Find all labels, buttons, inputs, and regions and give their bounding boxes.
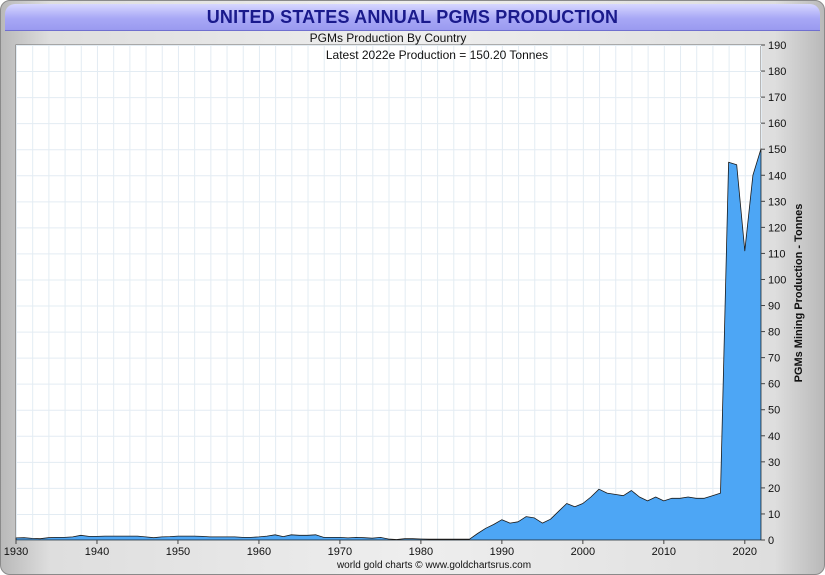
production-area (15, 148, 762, 541)
y-tick-label: 190 (768, 40, 786, 52)
x-tick-label: 1970 (328, 546, 352, 558)
x-axis: 1930 1940 1950 1960 1970 1980 1990 2000 2010 2020 (4, 540, 757, 558)
y-tick-label: 0 (768, 535, 774, 547)
y-tick-label: 20 (768, 483, 780, 495)
y-axis: 0 10 20 30 40 50 60 70 80 90 100 110 120 130 140 150 160… (761, 40, 786, 547)
x-tick-label: 1930 (4, 546, 28, 558)
y-tick-label: 160 (768, 118, 786, 130)
x-tick-label: 1990 (490, 546, 514, 558)
footer-credit: world gold charts © www.goldchartsrus.co… (336, 560, 531, 571)
y-tick-label: 130 (768, 196, 786, 208)
x-tick-label: 2000 (571, 546, 595, 558)
y-tick-label: 50 (768, 405, 780, 417)
chart-subtitle: PGMs Production By Country (310, 31, 467, 45)
y-tick-label: 140 (768, 170, 786, 182)
grid-lines (16, 45, 762, 541)
y-tick-label: 170 (768, 92, 786, 104)
x-tick-label: 2020 (733, 546, 757, 558)
y-tick-label: 90 (768, 301, 780, 313)
chart-main-title: UNITED STATES ANNUAL PGMS PRODUCTION (206, 7, 619, 27)
y-tick-label: 150 (768, 144, 786, 156)
y-tick-label: 180 (768, 66, 786, 78)
title-bar: UNITED STATES ANNUAL PGMS PRODUCTION (5, 4, 820, 31)
x-tick-label: 1960 (247, 546, 271, 558)
y-tick-label: 110 (768, 248, 786, 260)
y-tick-label: 120 (768, 222, 786, 234)
y-tick-label: 70 (768, 353, 780, 365)
latest-production-note: Latest 2022e Production = 150.20 Tonnes (326, 48, 548, 62)
y-tick-label: 30 (768, 457, 780, 469)
y-tick-label: 60 (768, 379, 780, 391)
x-tick-label: 1940 (85, 546, 109, 558)
y-tick-label: 100 (768, 274, 786, 286)
x-tick-label: 2010 (652, 546, 676, 558)
y-tick-label: 80 (768, 327, 780, 339)
x-tick-label: 1980 (409, 546, 433, 558)
x-tick-label: 1950 (166, 546, 190, 558)
y-tick-label: 10 (768, 509, 780, 521)
y-tick-label: 40 (768, 431, 780, 443)
y-axis-label: PGMs Mining Production - Tonnes (793, 204, 805, 383)
